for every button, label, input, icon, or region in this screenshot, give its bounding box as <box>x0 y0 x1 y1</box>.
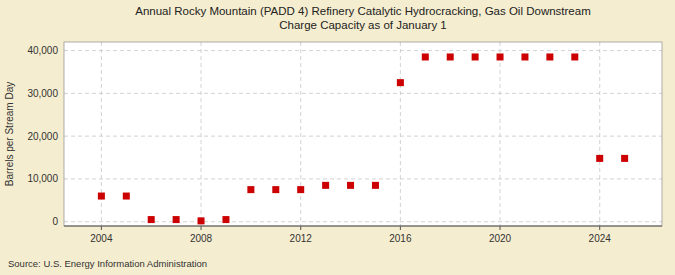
point <box>297 186 304 193</box>
point <box>148 216 155 223</box>
plot-frame <box>64 42 662 226</box>
points <box>98 53 628 224</box>
y-grid-line <box>64 178 662 179</box>
point <box>272 186 279 193</box>
y-tick-label: 10,000 <box>27 173 58 184</box>
point <box>123 193 130 200</box>
x-tick-label: 2020 <box>489 233 512 244</box>
x-tick-mark <box>300 226 301 230</box>
y-grid-line <box>64 136 662 137</box>
x-tick-mark <box>500 226 501 230</box>
point <box>596 155 603 162</box>
y-axis-label: Barrels per Stream Day <box>4 82 15 186</box>
point <box>347 182 354 189</box>
point <box>397 79 404 86</box>
axes: 0 10,000 20,000 30,000 40,000 2004 2008 2012 201… <box>27 42 662 244</box>
point <box>472 53 479 60</box>
y-grid-line <box>64 93 662 94</box>
x-tick-label: 2016 <box>389 233 412 244</box>
x-tick-label: 2012 <box>290 233 313 244</box>
point <box>372 182 379 189</box>
point <box>173 216 180 223</box>
x-grid-line <box>500 42 501 226</box>
x-grid-line <box>599 42 600 226</box>
x-tick-label: 2004 <box>90 233 113 244</box>
point <box>222 216 229 223</box>
x-tick-label: 2008 <box>190 233 213 244</box>
x-tick-label: 2024 <box>589 233 612 244</box>
point <box>98 193 105 200</box>
chart-container: 0 10,000 20,000 30,000 40,000 2004 2008 2012 201… <box>0 0 675 275</box>
x-axis-line <box>64 226 662 227</box>
y-tick-label: 0 <box>52 216 58 227</box>
point <box>521 53 528 60</box>
y-grid-line <box>64 50 662 51</box>
x-grid-line <box>300 42 301 226</box>
y-tick-label: 20,000 <box>27 131 58 142</box>
point <box>322 182 329 189</box>
point <box>546 53 553 60</box>
point <box>621 155 628 162</box>
point <box>422 53 429 60</box>
background <box>0 0 675 275</box>
point <box>497 53 504 60</box>
point <box>198 217 205 224</box>
x-tick-mark <box>599 226 600 230</box>
x-grid-line <box>400 42 401 226</box>
title: Annual Rocky Mountain (PADD 4) Refinery … <box>135 5 590 31</box>
point <box>571 53 578 60</box>
x-tick-mark <box>201 226 202 230</box>
x-tick-mark <box>101 226 102 230</box>
source-note: Source: U.S. Energy Information Administ… <box>8 258 207 269</box>
plot-background <box>64 42 662 226</box>
chart: 0 10,000 20,000 30,000 40,000 2004 2008 2012 201… <box>0 0 675 275</box>
y-tick-label: 30,000 <box>27 88 58 99</box>
y-tick-label: 40,000 <box>27 45 58 56</box>
point <box>247 186 254 193</box>
x-grid-line <box>201 42 202 226</box>
x-tick-mark <box>400 226 401 230</box>
grid <box>64 42 662 226</box>
point <box>447 53 454 60</box>
